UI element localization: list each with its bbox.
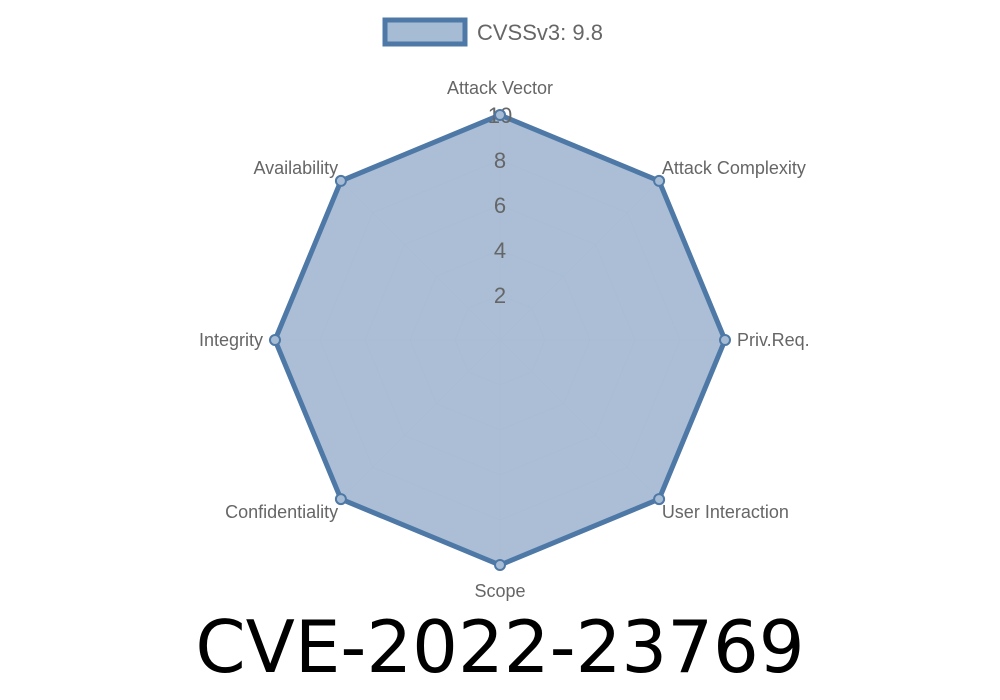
tick-label: 4 (494, 238, 506, 263)
data-point (334, 493, 347, 506)
axis-label: Integrity (199, 330, 263, 350)
data-point (719, 334, 731, 346)
axis-label: Confidentiality (225, 502, 338, 522)
axis-label: Scope (474, 581, 525, 601)
tick-label: 2 (494, 283, 506, 308)
tick-label: 6 (494, 193, 506, 218)
data-point (653, 174, 666, 187)
axis-label: Priv.Req. (737, 330, 810, 350)
data-point (334, 174, 347, 187)
legend-label: CVSSv3: 9.8 (477, 20, 603, 45)
tick-label: 8 (494, 148, 506, 173)
page-title: CVE-2022-23769 (195, 605, 805, 689)
data-point (653, 493, 666, 506)
data-point (269, 334, 281, 346)
axis-label: User Interaction (662, 502, 789, 522)
data-point (494, 109, 506, 121)
data-point (494, 559, 506, 571)
axis-label: Availability (253, 158, 338, 178)
legend-swatch (382, 17, 468, 47)
axis-label: Attack Complexity (662, 158, 806, 178)
axis-label: Attack Vector (447, 78, 553, 98)
